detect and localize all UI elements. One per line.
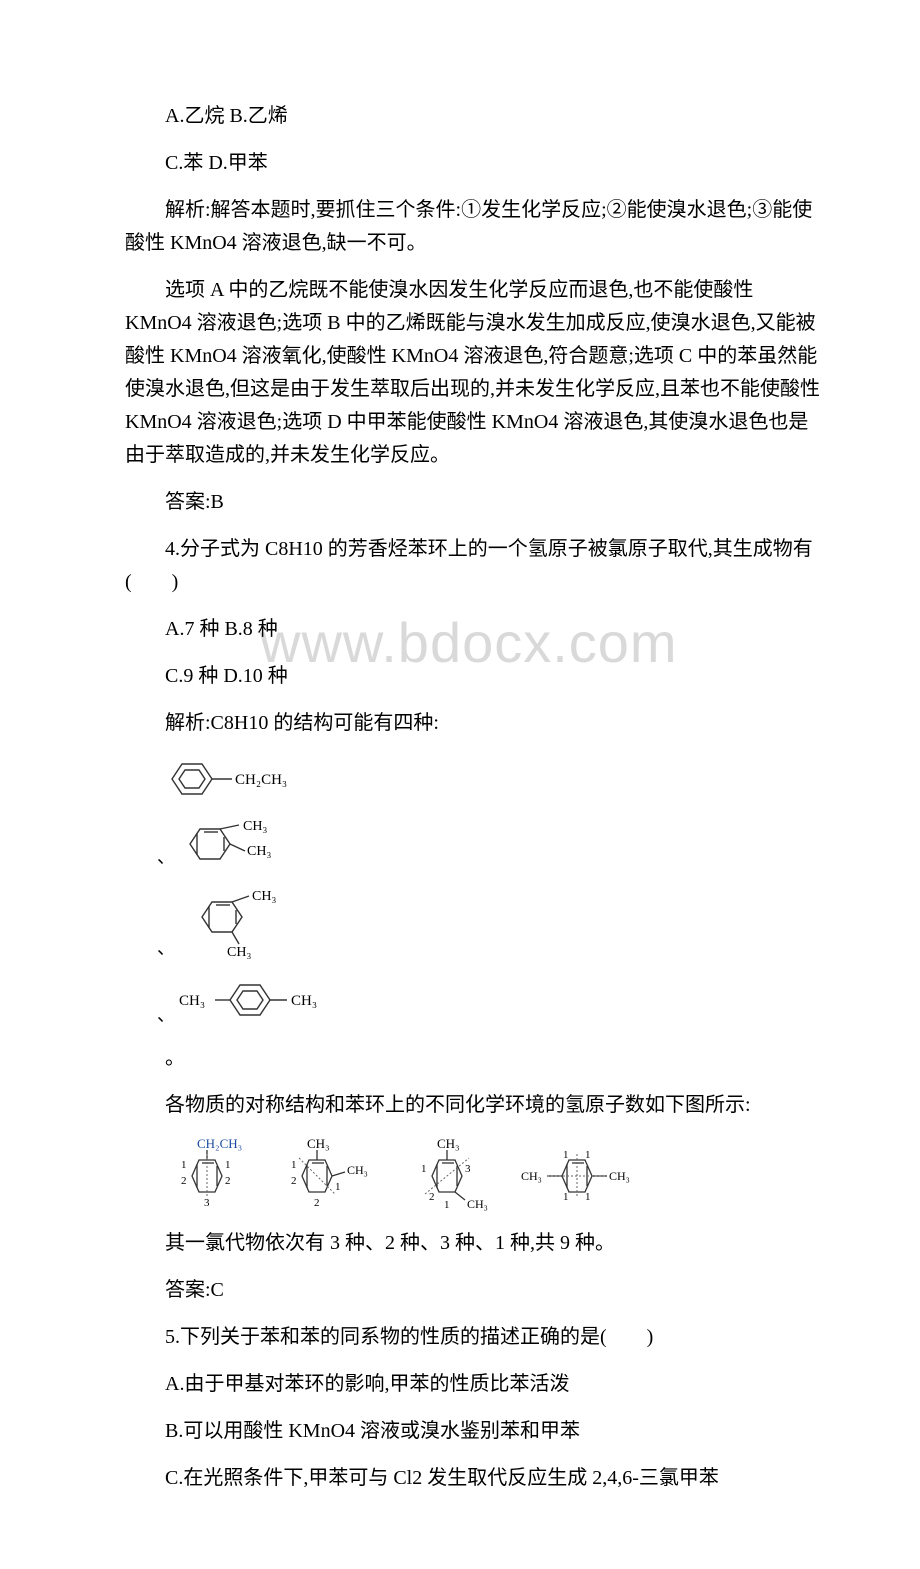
- symmetry-diagrams: CH₂CH₃ 1 1 2 2 3: [157, 1136, 820, 1221]
- period: 。: [165, 1042, 820, 1075]
- n1b: 1: [225, 1159, 231, 1171]
- n1i: 1: [563, 1191, 569, 1203]
- n2b: 2: [225, 1175, 231, 1187]
- option-c: C.在光照条件下,甲苯可与 Cl2 发生取代反应生成 2,4,6-三氯甲苯: [125, 1462, 820, 1495]
- sym3-side: CH₃: [467, 1197, 488, 1211]
- label-ch3-f: CH₃: [291, 993, 317, 1009]
- n3a: 3: [204, 1197, 210, 1209]
- document-content: A.乙烷 B.乙烯 C.苯 D.甲苯 解析:解答本题时,要抓住三个条件:①发生化…: [125, 100, 820, 1495]
- structure-ethylbenzene: CH₂CH₃: [157, 754, 820, 809]
- sym2-side: CH₃: [347, 1163, 368, 1177]
- label-ch2ch3: CH₂CH₃: [235, 772, 287, 788]
- question-5: 5.下列关于苯和苯的同系物的性质的描述正确的是( ): [125, 1321, 820, 1354]
- option-line-cd2: C.9 种 D.10 种: [125, 660, 820, 693]
- n1g: 1: [563, 1149, 569, 1161]
- n1c: 1: [291, 1159, 297, 1171]
- structure-p-xylene: 、 CH₃ CH₃: [157, 975, 820, 1036]
- option-line-cd: C.苯 D.甲苯: [125, 147, 820, 180]
- sym2-top: CH₃: [307, 1136, 330, 1151]
- n1j: 1: [585, 1191, 591, 1203]
- label-ch3-d: CH₃: [227, 945, 251, 960]
- option-line-ab2: A.7 种 B.8 种: [125, 613, 820, 646]
- analysis-2: 选项 A 中的乙烷既不能使溴水因发生化学反应而退色,也不能使酸性 KMnO4 溶…: [125, 274, 820, 472]
- option-a: A.由于甲基对苯环的影响,甲苯的性质比苯活泼: [125, 1368, 820, 1401]
- symmetry-intro: 各物质的对称结构和苯环上的不同化学环境的氢原子数如下图所示:: [125, 1089, 820, 1122]
- n2e: 2: [429, 1191, 435, 1203]
- n1e: 1: [421, 1163, 427, 1175]
- option-b: B.可以用酸性 KMnO4 溶液或溴水鉴别苯和甲苯: [125, 1415, 820, 1448]
- n2d: 2: [314, 1197, 320, 1209]
- n2c: 2: [291, 1175, 297, 1187]
- comma-2: 、: [157, 938, 175, 958]
- label-ch3-e: CH₃: [179, 993, 205, 1009]
- label-ch3-a: CH₃: [243, 819, 267, 834]
- sym3-top: CH₃: [437, 1136, 460, 1151]
- sym4-left: CH₃: [521, 1169, 542, 1183]
- n1d: 1: [335, 1181, 341, 1193]
- label-ch3-c: CH₃: [252, 889, 276, 904]
- n1h: 1: [585, 1149, 591, 1161]
- question-4: 4.分子式为 C8H10 的芳香烃苯环上的一个氢原子被氯原子取代,其生成物有( …: [125, 533, 820, 599]
- label-ch3-b: CH₃: [247, 844, 271, 859]
- answer-b: 答案:B: [125, 486, 820, 519]
- sym1-top: CH₂CH₃: [197, 1136, 242, 1151]
- comma-3: 、: [157, 1005, 175, 1025]
- comma-1: 、: [157, 847, 175, 867]
- n2a: 2: [181, 1175, 187, 1187]
- n1f: 1: [444, 1199, 450, 1211]
- structure-m-xylene: 、 CH₃ CH₃: [157, 884, 820, 969]
- analysis-3: 解析:C8H10 的结构可能有四种:: [125, 707, 820, 740]
- sym4-right: CH₃: [609, 1169, 630, 1183]
- chloro-summary: 其一氯代物依次有 3 种、2 种、3 种、1 种,共 9 种。: [125, 1227, 820, 1260]
- analysis-1: 解析:解答本题时,要抓住三个条件:①发生化学反应;②能使溴水退色;③能使酸性 K…: [125, 194, 820, 260]
- answer-c: 答案:C: [125, 1274, 820, 1307]
- option-line-ab: A.乙烷 B.乙烯: [125, 100, 820, 133]
- structure-o-xylene: 、 CH₃ CH₃: [157, 815, 820, 878]
- n1a: 1: [181, 1159, 187, 1171]
- n3b: 3: [465, 1163, 471, 1175]
